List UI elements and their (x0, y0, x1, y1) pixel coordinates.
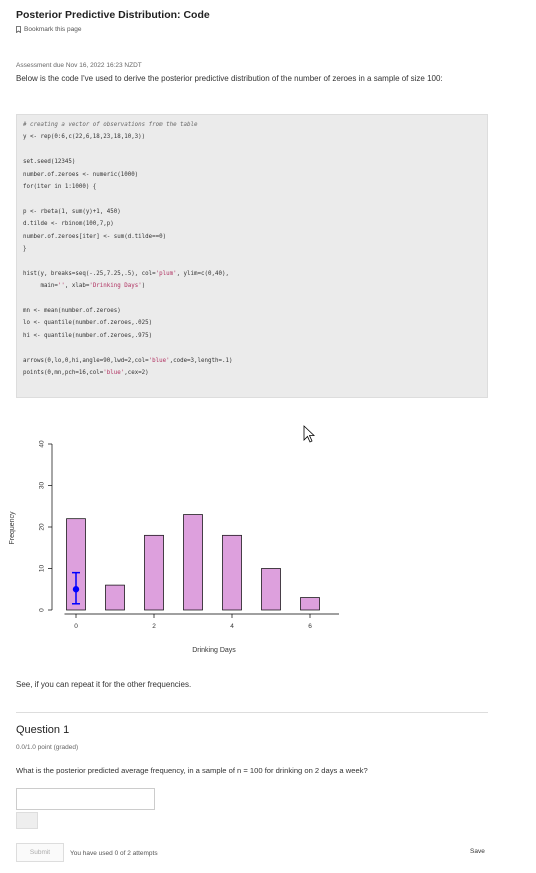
histogram-bar (144, 534, 164, 611)
mouse-cursor-icon (303, 425, 316, 443)
see-note: See, if you can repeat it for the other … (16, 680, 192, 689)
intro-text: Below is the code I've used to derive th… (16, 74, 443, 83)
histogram-bar (300, 597, 320, 611)
histogram-bar (183, 514, 203, 611)
bookmark-icon (16, 26, 21, 33)
code-block: # creating a vector of observations from… (16, 114, 488, 398)
code-line: number.of.zeroes <- numeric(1000) (23, 171, 139, 178)
due-date: Assessment due Nov 16, 2022 16:23 NZDT (16, 62, 142, 69)
bookmark-label: Bookmark this page (24, 26, 82, 33)
x-tick-label: 2 (152, 623, 156, 630)
answer-status-box (16, 812, 38, 829)
question-text: What is the posterior predicted average … (16, 766, 368, 775)
mean-point (72, 586, 80, 593)
question-title: Question 1 (16, 724, 70, 736)
bookmark-link[interactable]: Bookmark this page (16, 26, 81, 33)
page-title: Posterior Predictive Distribution: Code (16, 9, 210, 21)
code-line: p <- rbeta(1, sum(y)+1, 450) (23, 208, 121, 215)
code-line: hist(y, breaks=seq(-.25,7.25,.5), col='p… (23, 270, 229, 277)
y-tick-label: 40 (39, 440, 46, 448)
x-axis-label: Drinking Days (192, 647, 236, 654)
code-line: main='', xlab='Drinking Days') (23, 283, 146, 290)
histogram-bar (222, 534, 242, 611)
code-line: for(iter in 1:1000) { (23, 184, 97, 190)
y-axis-label: Frequency (9, 511, 16, 545)
answer-input[interactable] (16, 788, 155, 810)
x-tick-label: 6 (308, 623, 312, 630)
code-line: d.tilde <- rbinom(100,7,p) (23, 221, 114, 228)
code-line: mn <- mean(number.of.zeroes) (23, 308, 121, 314)
question-points: 0.0/1.0 point (graded) (16, 744, 79, 751)
code-line: hi <- quantile(number.of.zeroes,.975) (23, 332, 153, 339)
code-line: set.seed(12345) (23, 159, 76, 166)
y-tick-label: 20 (39, 523, 46, 531)
divider (16, 712, 488, 713)
code-line: lo <- quantile(number.of.zeroes,.025) (23, 320, 153, 327)
code-line: arrows(0,lo,0,hi,angle=90,lwd=2,col='blu… (23, 357, 233, 364)
code-line: number.of.zeroes[iter] <- sum(d.tilde==0… (23, 233, 167, 240)
code-line: y <- rep(0:6,c(22,6,18,23,18,10,3)) (23, 134, 146, 141)
code-line: points(0,mn,pch=16,col='blue',cex=2) (23, 370, 149, 376)
code-line: } (23, 246, 27, 252)
save-button[interactable]: Save (470, 848, 485, 855)
attempts-text: You have used 0 of 2 attempts (70, 850, 158, 857)
histogram-plot: 0 2 4 6 0 10 20 30 40 Drinking Days Frequency (9, 425, 339, 654)
histogram-bar (105, 584, 125, 611)
submit-button[interactable]: Submit (16, 843, 64, 862)
y-tick-label: 10 (39, 565, 46, 573)
y-tick-label: 30 (39, 482, 46, 490)
x-tick-label: 0 (74, 623, 78, 630)
code-line: # creating a vector of observations from… (23, 122, 198, 128)
y-tick-label: 0 (39, 608, 46, 612)
histogram-bar (261, 568, 281, 611)
x-tick-label: 4 (230, 623, 234, 630)
histogram-bar (66, 518, 86, 611)
